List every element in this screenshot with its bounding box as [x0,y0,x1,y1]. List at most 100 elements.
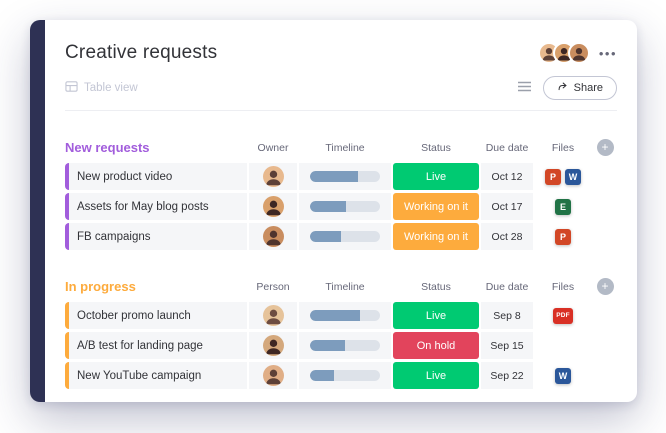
share-button[interactable]: Share [542,76,617,100]
status-cell[interactable]: On hold [393,332,479,359]
group-in-progress: In progress Person Timeline Status Due d… [65,278,617,389]
column-header-timeline[interactable]: Timeline [325,141,365,154]
timeline-cell[interactable] [299,362,391,389]
table-row: New product video Live Oct 12 P W [65,163,617,190]
group-header-row: New requests Owner Timeline Status Due d… [65,139,617,156]
powerpoint-file-icon[interactable]: P [545,168,561,185]
add-column-button[interactable]: + [596,278,614,295]
files-cell[interactable] [535,332,591,359]
due-date: Oct 12 [491,170,523,183]
row-spacer [593,193,617,220]
task-name: Assets for May blog posts [77,200,209,213]
column-header-person[interactable]: Person [256,280,290,293]
row-spacer [593,332,617,359]
app-sidebar-strip [30,20,45,402]
table-row: New YouTube campaign Live Sep 22 W [65,362,617,389]
status-label: Live [425,170,447,183]
column-header-due-date[interactable]: Due date [485,141,529,154]
timeline-bar [310,171,380,182]
powerpoint-file-icon[interactable]: P [555,228,571,245]
files-cell[interactable]: W [535,362,591,389]
avatar [262,166,284,187]
due-date-cell[interactable]: Sep 8 [481,302,533,329]
status-cell[interactable]: Live [393,163,479,190]
status-cell[interactable]: Working on it [393,223,479,250]
timeline-cell[interactable] [299,302,391,329]
timeline-cell[interactable] [299,193,391,220]
table-row: Assets for May blog posts Working on it … [65,193,617,220]
timeline-bar [310,310,380,321]
task-name-cell[interactable]: New YouTube campaign [65,362,247,389]
due-date-cell[interactable]: Oct 28 [481,223,533,250]
group-new-requests: New requests Owner Timeline Status Due d… [65,139,617,250]
board-header: Creative requests ••• [65,42,617,64]
column-header-status[interactable]: Status [421,141,451,154]
files-cell[interactable]: E [535,193,591,220]
table-row: FB campaigns Working on it Oct 28 P [65,223,617,250]
share-icon [557,81,568,95]
files-cell[interactable]: P [535,223,591,250]
group-title[interactable]: In progress [65,279,136,294]
timeline-bar [310,201,380,212]
toolbar: Table view Share [65,76,617,111]
excel-file-icon[interactable]: E [555,198,571,215]
word-file-icon[interactable]: W [565,168,581,185]
status-label: Working on it [404,230,468,243]
add-column-button[interactable]: + [596,139,614,156]
share-label: Share [573,82,603,94]
owner-cell[interactable] [249,223,297,250]
person-cell[interactable] [249,302,297,329]
group-header-row: In progress Person Timeline Status Due d… [65,278,617,295]
column-header-owner[interactable]: Owner [257,141,289,154]
task-name-cell[interactable]: New product video [65,163,247,190]
files-cell[interactable]: P W [535,163,591,190]
status-cell[interactable]: Working on it [393,193,479,220]
task-name-cell[interactable]: FB campaigns [65,223,247,250]
person-cell[interactable] [249,362,297,389]
task-name: October promo launch [77,309,191,322]
timeline-bar [310,340,380,351]
status-cell[interactable]: Live [393,362,479,389]
table-view-icon [65,80,78,96]
files-cell[interactable]: PDF [535,302,591,329]
timeline-bar [310,370,380,381]
group-color-bar [65,302,69,329]
timeline-cell[interactable] [299,332,391,359]
due-date-cell[interactable]: Oct 12 [481,163,533,190]
due-date-cell[interactable]: Sep 15 [481,332,533,359]
due-date: Oct 28 [491,230,523,243]
row-spacer [593,163,617,190]
avatar [262,226,284,247]
owner-cell[interactable] [249,193,297,220]
column-header-status[interactable]: Status [421,280,451,293]
avatar [262,305,284,326]
task-name-cell[interactable]: Assets for May blog posts [65,193,247,220]
person-cell[interactable] [249,332,297,359]
due-date: Sep 15 [490,339,524,352]
column-header-files[interactable]: Files [551,141,575,154]
word-file-icon[interactable]: W [555,367,571,384]
due-date-cell[interactable]: Sep 22 [481,362,533,389]
group-color-bar [65,163,69,190]
task-name-cell[interactable]: October promo launch [65,302,247,329]
group-title[interactable]: New requests [65,140,150,155]
due-date-cell[interactable]: Oct 17 [481,193,533,220]
menu-lines-icon[interactable] [517,79,531,97]
column-header-files[interactable]: Files [551,280,575,293]
column-header-due-date[interactable]: Due date [485,280,529,293]
task-name-cell[interactable]: A/B test for landing page [65,332,247,359]
timeline-cell[interactable] [299,163,391,190]
group-color-bar [65,332,69,359]
task-name: A/B test for landing page [77,339,203,352]
timeline-bar [310,231,380,242]
status-cell[interactable]: Live [393,302,479,329]
tab-table-view[interactable]: Table view [65,80,138,96]
pdf-file-icon[interactable]: PDF [553,307,573,324]
column-header-timeline[interactable]: Timeline [325,280,365,293]
more-menu-icon[interactable]: ••• [598,45,617,61]
timeline-cell[interactable] [299,223,391,250]
group-color-bar [65,362,69,389]
owner-cell[interactable] [249,163,297,190]
avatar-stack[interactable] [537,42,590,64]
row-spacer [593,302,617,329]
